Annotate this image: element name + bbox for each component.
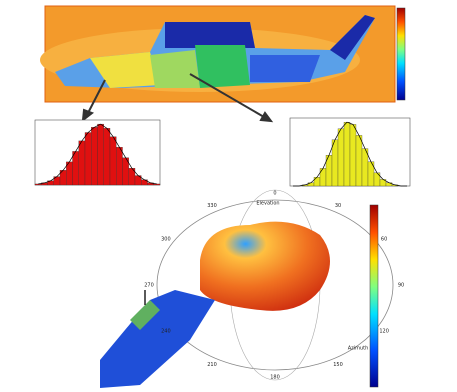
angle-label: 330 [207, 203, 217, 209]
angle-label: 90 [398, 283, 404, 289]
bar [362, 149, 368, 186]
angle-label: 270 [144, 283, 154, 289]
bar [85, 133, 91, 186]
color-bar [370, 205, 378, 387]
bar [154, 184, 160, 185]
bar [79, 141, 85, 185]
angle-label: 60 [381, 237, 387, 243]
bar [332, 140, 338, 186]
angle-label: 30 [335, 203, 341, 209]
bar [344, 122, 350, 186]
angle-label: 0 [273, 191, 276, 197]
heat-map [40, 6, 405, 102]
azimuth-label: Azimuth [348, 346, 369, 352]
bar [35, 184, 41, 185]
bar [104, 128, 110, 185]
bar [110, 137, 116, 185]
angle-label: 180 [270, 375, 280, 381]
elevation-label: Elevation [256, 201, 279, 207]
radiation-pattern [100, 190, 393, 388]
angle-label: 150 [333, 362, 343, 368]
angle-label: 240 [161, 329, 171, 335]
bar [98, 124, 104, 185]
bar [314, 177, 320, 186]
bar [350, 124, 356, 186]
angle-label: 300 [161, 237, 171, 243]
figure: Elevation Azimuth 0 30 60 90 120 150 180 210 240… [0, 0, 457, 392]
bar [116, 147, 122, 185]
bar [91, 127, 97, 185]
bar [356, 135, 362, 186]
angle-label: 120 [379, 329, 389, 335]
angle-label: 210 [207, 362, 217, 368]
bar [338, 129, 344, 186]
bar [73, 151, 79, 185]
